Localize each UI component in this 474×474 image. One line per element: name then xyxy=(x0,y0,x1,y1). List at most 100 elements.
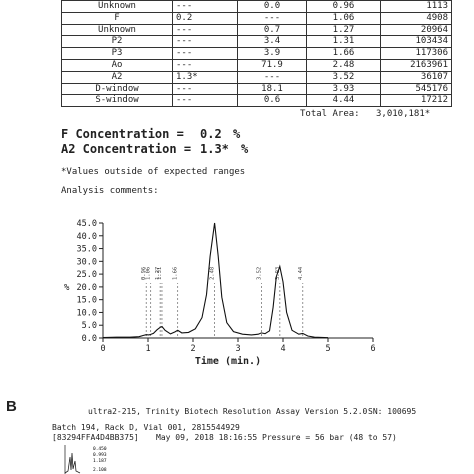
table-cell: 2.48 xyxy=(306,58,381,72)
x-tick-label: 1 xyxy=(145,344,150,354)
table-row: Unknown --- 0.7 1.27 20964 xyxy=(61,23,452,37)
y-tick-label: 30.0 xyxy=(77,257,97,267)
table-cell: 3.4 xyxy=(237,35,307,49)
table-cell: F xyxy=(61,11,173,25)
table-cell: 3.9 xyxy=(237,47,307,60)
table-cell: 4908 xyxy=(380,11,452,25)
table-cell: 18.1 xyxy=(237,82,307,96)
peak-label: 1.31 xyxy=(157,267,163,280)
table-row: S-window --- 0.6 4.44 17212 xyxy=(61,94,452,108)
table-cell: P2 xyxy=(61,35,173,49)
y-tick-label: 45.0 xyxy=(77,219,97,229)
f-concentration-value: 0.2 xyxy=(200,127,222,141)
table-cell: --- xyxy=(172,23,238,37)
table-cell: 0.2 xyxy=(172,11,238,25)
total-area: Total Area: 3,010,181* xyxy=(300,109,430,119)
x-tick-label: 4 xyxy=(280,344,285,354)
y-tick-label: 15.0 xyxy=(77,296,97,306)
y-tick-label: 5.0 xyxy=(82,321,97,331)
table-cell: 0.96 xyxy=(306,0,381,13)
table-cell: --- xyxy=(172,47,238,60)
peak-label: 0.96 xyxy=(141,267,147,280)
table-cell: P3 xyxy=(61,47,173,60)
y-tick-label: 25.0 xyxy=(77,270,97,280)
table-cell: --- xyxy=(237,11,307,25)
peak-label: 3.52 xyxy=(256,267,262,280)
table-cell: 3.93 xyxy=(306,82,381,96)
x-tick-label: 6 xyxy=(370,344,375,354)
table-row: D-window --- 18.1 3.93 545176 xyxy=(61,82,452,96)
table-row: F 0.2 --- 1.06 4908 xyxy=(61,11,452,25)
table-cell: 2163961 xyxy=(380,58,452,72)
peak-label: 4.44 xyxy=(298,266,304,280)
serial-number: SN: 100695 xyxy=(368,407,417,416)
analysis-comments: Analysis comments: xyxy=(61,186,159,196)
x-tick-label: 3 xyxy=(235,344,240,354)
peak-label: 1.66 xyxy=(173,267,179,280)
total-area-value: 3,010,181* xyxy=(376,109,431,119)
a2-concentration-value: 1.3* xyxy=(200,142,229,156)
table-cell: Ao xyxy=(61,58,173,72)
table-cell: 3.52 xyxy=(306,70,381,84)
table-cell: A2 xyxy=(61,70,173,84)
sample-id: [83294FFA4D4BB375] xyxy=(52,433,139,442)
table-cell: 1.06 xyxy=(306,11,381,25)
total-area-label: Total Area: xyxy=(300,109,360,119)
table-cell: --- xyxy=(172,58,238,72)
run-date: May 09, 2018 18:16:55 xyxy=(156,433,258,442)
table-cell: 0.7 xyxy=(237,23,307,37)
batch-info: Batch 194, Rack D, Vial 001, 2815544929 xyxy=(52,423,240,432)
f-concentration-label: F Concentration = xyxy=(61,127,184,141)
table-cell: 36107 xyxy=(380,70,452,84)
f-concentration-unit: % xyxy=(233,127,241,141)
table-cell: 1.27 xyxy=(306,23,381,37)
table-cell: Unknown xyxy=(61,0,173,13)
mini-label: 0.993 xyxy=(93,452,107,458)
table-cell: 545176 xyxy=(380,82,452,96)
x-tick-label: 0 xyxy=(100,344,105,354)
y-tick-label: 35.0 xyxy=(77,245,97,255)
peak-label: 1.27 xyxy=(155,267,161,280)
chromatogram-chart: 0.0 5.0 10.0 15.0 20.0 25.0 30.0 35.0 40.0 45.0 0 1… xyxy=(64,219,376,367)
table-row: Ao --- 71.9 2.48 2163961 xyxy=(61,58,452,72)
table-cell: 1.3* xyxy=(172,70,238,84)
mini-trace xyxy=(64,452,81,474)
y-tick-label: 40.0 xyxy=(77,232,97,242)
mini-label: 2.108 xyxy=(93,467,107,473)
y-tick-label: 20.0 xyxy=(77,283,97,293)
table-cell: 20964 xyxy=(380,23,452,37)
table-cell: 1.66 xyxy=(306,47,381,60)
table-cell: 17212 xyxy=(380,94,452,108)
table-row: A2 1.3* --- 3.52 36107 xyxy=(61,70,452,84)
table-cell: D-window xyxy=(61,82,173,96)
assay-header: ultra2-215, Trinity Biotech Resolution A… xyxy=(88,407,368,416)
table-cell: --- xyxy=(172,94,238,108)
table-cell: 4.44 xyxy=(306,94,381,108)
table-cell: --- xyxy=(172,0,238,13)
x-tick-label: 2 xyxy=(190,344,195,354)
table-cell: Unknown xyxy=(61,23,173,37)
panel-b-label: B xyxy=(6,398,17,415)
mini-chromatogram: 0.450 0.993 1.187 2.108 xyxy=(64,445,107,474)
mini-label: 0.450 xyxy=(93,446,107,452)
table-row: P3 --- 3.9 1.66 117306 xyxy=(61,47,452,60)
table-cell: --- xyxy=(172,82,238,96)
table-cell: 71.9 xyxy=(237,58,307,72)
a2-concentration-unit: % xyxy=(241,142,249,156)
peak-label: 1.06 xyxy=(146,267,152,280)
table-cell: 117306 xyxy=(380,47,452,60)
table-row: P2 --- 3.4 1.31 103434 xyxy=(61,35,452,49)
results-table: Unknown --- 0.0 0.96 1113 F 0.2 --- 1.06 4908 Unkn… xyxy=(61,0,452,108)
peak-label: 2.48 xyxy=(210,267,216,280)
chromatogram-trace xyxy=(102,222,329,339)
table-cell: 1.31 xyxy=(306,35,381,49)
a2-concentration-label: A2 Concentration = xyxy=(61,142,192,156)
table-cell: --- xyxy=(237,70,307,84)
y-tick-label: 10.0 xyxy=(77,308,97,318)
pressure-reading: Pressure = 56 bar (48 to 57) xyxy=(262,433,397,442)
range-note: *Values outside of expected ranges xyxy=(61,167,246,177)
y-tick-label: 0.0 xyxy=(82,334,97,344)
x-axis-label: Time (min.) xyxy=(195,355,261,367)
table-cell: --- xyxy=(172,35,238,49)
table-cell: 103434 xyxy=(380,35,452,49)
